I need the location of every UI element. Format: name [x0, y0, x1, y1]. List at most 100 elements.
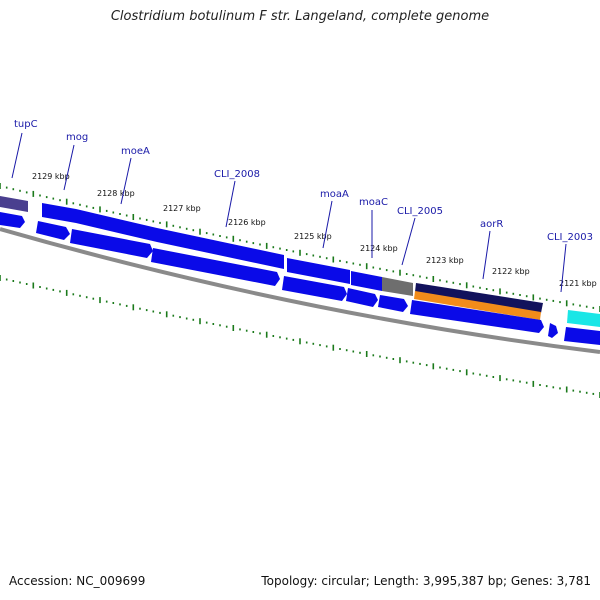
minor-tick	[179, 226, 181, 229]
reverse-gene[interactable]	[282, 276, 347, 301]
gene-label-tupC: tupC	[14, 119, 38, 130]
gene-aorR-b[interactable]	[414, 291, 541, 320]
forward-strand-genes	[0, 196, 600, 327]
minor-tick	[192, 318, 195, 321]
minor-tick	[259, 332, 261, 335]
minor-tick	[85, 205, 88, 208]
major-tick	[532, 294, 535, 301]
gene-moaC[interactable]	[351, 271, 382, 291]
minor-tick	[172, 224, 175, 227]
minor-tick	[125, 304, 128, 307]
minor-tick	[59, 199, 61, 202]
minor-tick	[312, 342, 315, 345]
major-tick	[32, 190, 35, 197]
minor-tick	[59, 290, 61, 293]
gene-moaA[interactable]	[287, 258, 350, 284]
minor-tick	[505, 291, 508, 294]
minor-tick	[585, 305, 588, 308]
minor-tick	[425, 276, 428, 279]
minor-tick	[279, 336, 281, 339]
gene-label-CLI_2008: CLI_2008	[214, 169, 260, 180]
minor-tick	[212, 233, 215, 236]
minor-tick	[385, 269, 388, 272]
minor-tick	[372, 354, 375, 357]
reverse-gene[interactable]	[378, 295, 408, 312]
major-tick	[332, 344, 335, 351]
major-tick	[299, 338, 301, 345]
minor-tick	[19, 189, 21, 192]
major-tick	[365, 351, 368, 357]
minor-tick	[519, 294, 521, 296]
minor-tick	[445, 367, 448, 370]
minor-tick	[592, 392, 595, 395]
minor-tick	[139, 307, 141, 310]
minor-tick	[292, 338, 295, 341]
gene-CLI_2008[interactable]	[157, 228, 284, 269]
reverse-gene[interactable]	[70, 229, 153, 258]
minor-tick	[405, 273, 408, 275]
minor-tick	[525, 381, 528, 384]
major-tick	[32, 282, 35, 289]
minor-tick	[359, 263, 361, 266]
minor-tick	[379, 355, 381, 358]
major-tick	[0, 275, 1, 281]
reverse-gene[interactable]	[151, 248, 280, 286]
minor-tick	[125, 214, 128, 217]
minor-tick	[245, 240, 248, 243]
minor-tick	[552, 299, 555, 302]
minor-tick	[25, 283, 28, 285]
minor-tick	[405, 360, 408, 363]
minor-tick	[85, 296, 88, 299]
outer-tick-ring	[0, 183, 600, 312]
minor-tick	[219, 235, 221, 237]
minor-tick	[305, 253, 308, 256]
major-tick	[232, 235, 235, 242]
minor-tick	[152, 310, 155, 313]
gene-mog[interactable]	[42, 203, 76, 223]
gene-label-mog: mog	[66, 132, 88, 143]
kbp-label-2127: 2127 kbp	[163, 204, 201, 213]
minor-tick	[412, 361, 415, 364]
minor-tick	[319, 344, 321, 347]
minor-tick	[285, 249, 288, 251]
gene-moeA[interactable]	[76, 209, 157, 242]
minor-tick	[212, 323, 215, 325]
gene-CLI_2003[interactable]	[567, 310, 600, 327]
minor-tick	[385, 356, 388, 359]
minor-tick	[219, 324, 221, 327]
reverse-gene[interactable]	[410, 300, 544, 333]
minor-tick	[319, 255, 321, 258]
reverse-gene[interactable]	[548, 323, 558, 338]
minor-tick	[579, 390, 581, 393]
minor-tick	[452, 368, 455, 371]
minor-tick	[305, 341, 308, 344]
minor-tick	[185, 317, 188, 320]
gene-label-moaC: moaC	[359, 197, 388, 208]
minor-tick	[179, 316, 181, 319]
reverse-gene[interactable]	[564, 327, 600, 345]
minor-tick	[325, 257, 328, 260]
major-tick	[565, 300, 568, 307]
minor-tick	[259, 243, 261, 246]
minor-tick	[519, 380, 521, 383]
minor-tick	[512, 292, 515, 295]
inner-tick-ring	[0, 275, 600, 398]
minor-tick	[272, 335, 275, 337]
reverse-gene[interactable]	[36, 221, 70, 240]
gene-tupC[interactable]	[0, 196, 28, 212]
minor-tick	[392, 270, 395, 273]
major-tick	[265, 242, 268, 249]
major-tick	[99, 297, 101, 304]
minor-tick	[52, 197, 55, 200]
major-tick	[365, 263, 368, 270]
reverse-gene[interactable]	[0, 212, 25, 228]
gene-aorR-a[interactable]	[415, 283, 543, 313]
minor-tick	[352, 350, 355, 353]
kbp-label-2121: 2121 kbp	[559, 279, 597, 288]
gene-label-CLI_2003: CLI_2003	[547, 232, 593, 243]
kbp-label-2126: 2126 kbp	[228, 218, 266, 227]
gene-CLI_2005[interactable]	[382, 277, 413, 296]
minor-tick	[425, 364, 428, 367]
minor-tick	[239, 239, 241, 242]
reverse-gene[interactable]	[346, 288, 378, 307]
